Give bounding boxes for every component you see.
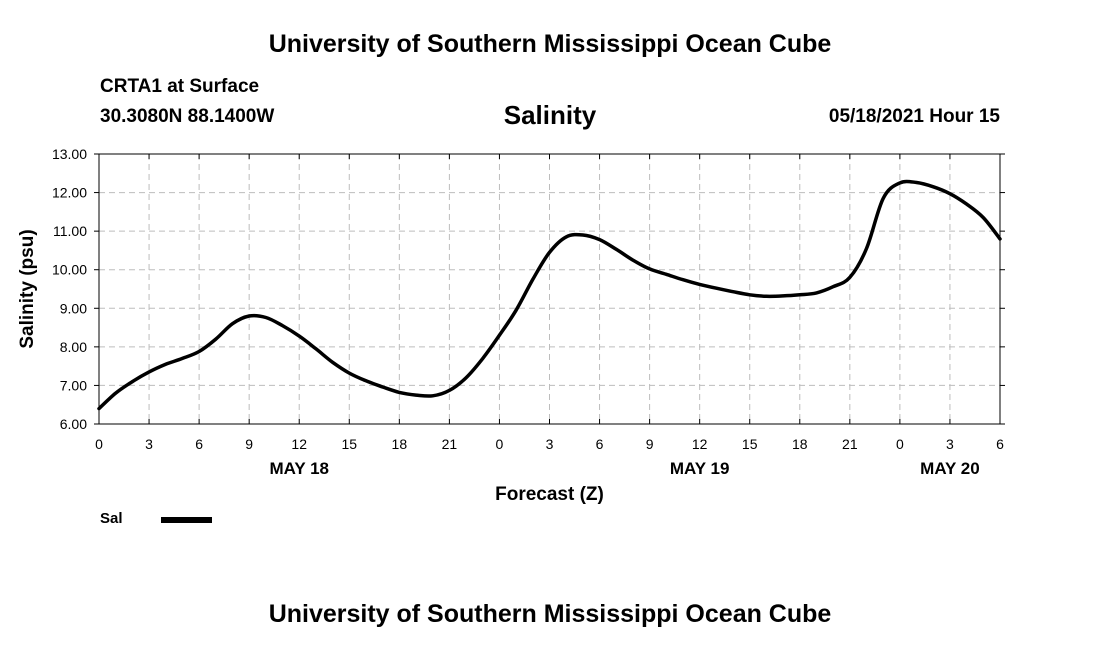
x-axis-title: Forecast (Z)	[495, 484, 604, 505]
x-tick-label: 3	[546, 436, 554, 452]
y-tick-label: 9.00	[60, 300, 87, 316]
y-tick-label: 8.00	[60, 339, 87, 355]
x-tick-label: 18	[792, 436, 808, 452]
x-tick-label: 21	[442, 436, 458, 452]
run-time-label: 05/18/2021 Hour 15	[828, 106, 1000, 127]
x-tick-label: 3	[946, 436, 954, 452]
x-tick-label: 18	[392, 436, 408, 452]
date-label: MAY 20	[920, 459, 980, 478]
date-label: MAY 19	[670, 459, 730, 478]
x-tick-label: 3	[145, 436, 153, 452]
chart-title: Salinity	[503, 100, 597, 130]
y-axis-title: Salinity (psu)	[17, 229, 38, 348]
x-tick-label: 0	[896, 436, 904, 452]
x-tick-label: 9	[646, 436, 654, 452]
x-tick-label: 6	[996, 436, 1004, 452]
page-title: University of Southern Mississippi Ocean…	[268, 30, 832, 58]
footer-title: University of Southern Mississippi Ocean…	[268, 600, 832, 628]
coordinates-label: 30.3080N 88.1400W	[100, 106, 275, 127]
series-layer	[97, 179, 1002, 411]
legend-label: Sal	[100, 510, 123, 527]
x-tick-label: 12	[291, 436, 307, 452]
x-tick-label: 12	[692, 436, 708, 452]
x-tick-label: 9	[245, 436, 253, 452]
x-tick-label: 0	[95, 436, 103, 452]
series-line-sal	[97, 179, 1002, 411]
y-tick-label: 6.00	[60, 416, 87, 432]
y-tick-label: 13.00	[52, 146, 87, 162]
y-tick-label: 11.00	[53, 223, 87, 239]
axes: 6.00 7.00 8.00 9.00 10.00 11.00 12.00 13.00 0 3 6 9…	[17, 146, 1005, 505]
x-tick-label: 15	[341, 436, 357, 452]
x-tick-label: 6	[596, 436, 604, 452]
x-tick-label: 6	[195, 436, 203, 452]
y-tick-label: 12.00	[52, 185, 87, 201]
date-label: MAY 18	[269, 459, 329, 478]
x-tick-label: 0	[496, 436, 504, 452]
y-tick-label: 10.00	[52, 262, 87, 278]
grid	[99, 154, 1000, 424]
x-tick-label: 15	[742, 436, 758, 452]
station-label: CRTA1 at Surface	[100, 76, 260, 97]
legend: Sal	[100, 510, 212, 527]
y-tick-label: 7.00	[60, 377, 87, 393]
x-tick-label: 21	[842, 436, 858, 452]
